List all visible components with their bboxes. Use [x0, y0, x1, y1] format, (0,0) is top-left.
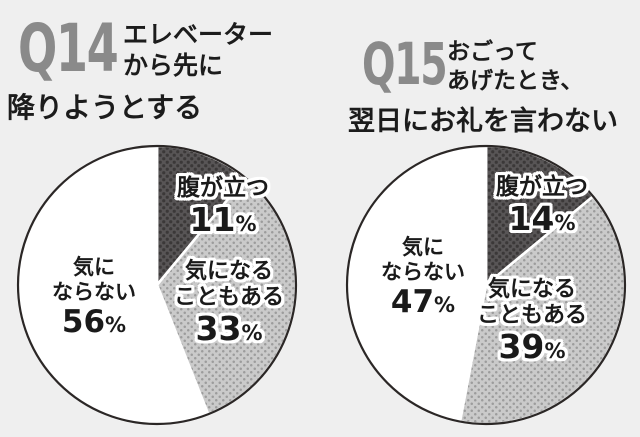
q14-number-box: Q14: [18, 10, 123, 87]
q15-sometimes-text-2: こともある: [476, 302, 588, 328]
q14-sometimes-text-2: こともある: [173, 284, 285, 310]
pie-chart-q14: 腹が立つ 11% 気になる こともある 33% 気に ならない 56%: [15, 143, 299, 427]
q15-title-line-3: 翌日にお礼を言わない: [348, 106, 618, 138]
q14-angry-percent: 11%: [177, 200, 269, 240]
q14-header-row: Q14 エレベーター から先に: [7, 10, 317, 87]
q14-title-line-3: 降りようとする: [7, 91, 203, 124]
q14-title-line-1: エレベーター: [123, 20, 274, 49]
question-number-q15: Q15: [362, 30, 448, 98]
q14-sometimes-value: 33: [195, 308, 242, 348]
q15-title-lines: おごって あげたとき、: [447, 38, 583, 95]
q15-sometimes-text-1: 気になる: [487, 277, 577, 302]
q14-fine-text-1: 気に: [73, 255, 115, 279]
q15-fine-percent: 47%: [381, 283, 465, 320]
q14-slice-label-fine: 気に ならない 56%: [52, 255, 136, 338]
q14-fine-percent: 56%: [52, 303, 136, 340]
q15-angry-value: 14: [508, 199, 555, 239]
pie-svg-1: [345, 144, 627, 426]
question-header-q15: Q15 おごって あげたとき、 翌日にお礼を言わない: [348, 30, 640, 138]
pie-outline-1: [345, 144, 627, 426]
q15-sometimes-value: 39: [498, 326, 545, 366]
q14-sometimes-text-1: 気になる: [184, 259, 274, 284]
q15-angry-text: 腹が立つ: [496, 174, 588, 200]
percent-sign: %: [434, 292, 456, 317]
q15-fine-text-1: 気に: [402, 235, 444, 259]
percent-sign: %: [105, 312, 127, 337]
percent-sign: %: [544, 338, 566, 363]
question-header-q14: Q14 エレベーター から先に 降りようとする: [7, 10, 317, 126]
q15-fine-value: 47: [390, 283, 435, 320]
q14-fine-value: 56: [61, 303, 106, 340]
q14-slice-label-sometimes: 気になる こともある 33%: [174, 259, 284, 347]
q15-header-row: Q15 おごって あげたとき、: [348, 30, 640, 98]
percent-sign: %: [554, 211, 576, 236]
q14-slice-label-angry: 腹が立つ 11%: [177, 175, 269, 238]
q15-number-box: Q15: [362, 30, 448, 98]
percent-sign: %: [235, 212, 257, 237]
q15-slice-label-fine: 気に ならない 47%: [381, 235, 465, 318]
q15-slice-label-sometimes: 気になる こともある 39%: [477, 277, 587, 365]
q14-fine-text-2: ならない: [52, 279, 136, 304]
q15-angry-percent: 14%: [496, 199, 588, 239]
q14-title-line-2: から先に: [123, 50, 224, 80]
q15-title-line-2: あげたとき、: [447, 67, 584, 94]
q14-angry-text: 腹が立つ: [177, 175, 269, 201]
pie-chart-q15: 腹が立つ 14% 気になる こともある 39% 気に ならない 47%: [344, 143, 628, 427]
q15-slice-label-angry: 腹が立つ 14%: [496, 174, 588, 237]
q14-sometimes-percent: 33%: [174, 308, 284, 348]
pie-svg-0: [16, 144, 298, 426]
q14-angry-value: 11: [189, 200, 236, 240]
pie-outline-0: [16, 144, 298, 426]
q15-fine-text-2: ならない: [381, 259, 465, 284]
q14-title-lines: エレベーター から先に: [123, 20, 273, 81]
q15-sometimes-percent: 39%: [477, 326, 587, 366]
question-number-q14: Q14: [18, 10, 119, 87]
percent-sign: %: [241, 320, 263, 345]
q15-title-line-1: おごって: [447, 39, 538, 65]
